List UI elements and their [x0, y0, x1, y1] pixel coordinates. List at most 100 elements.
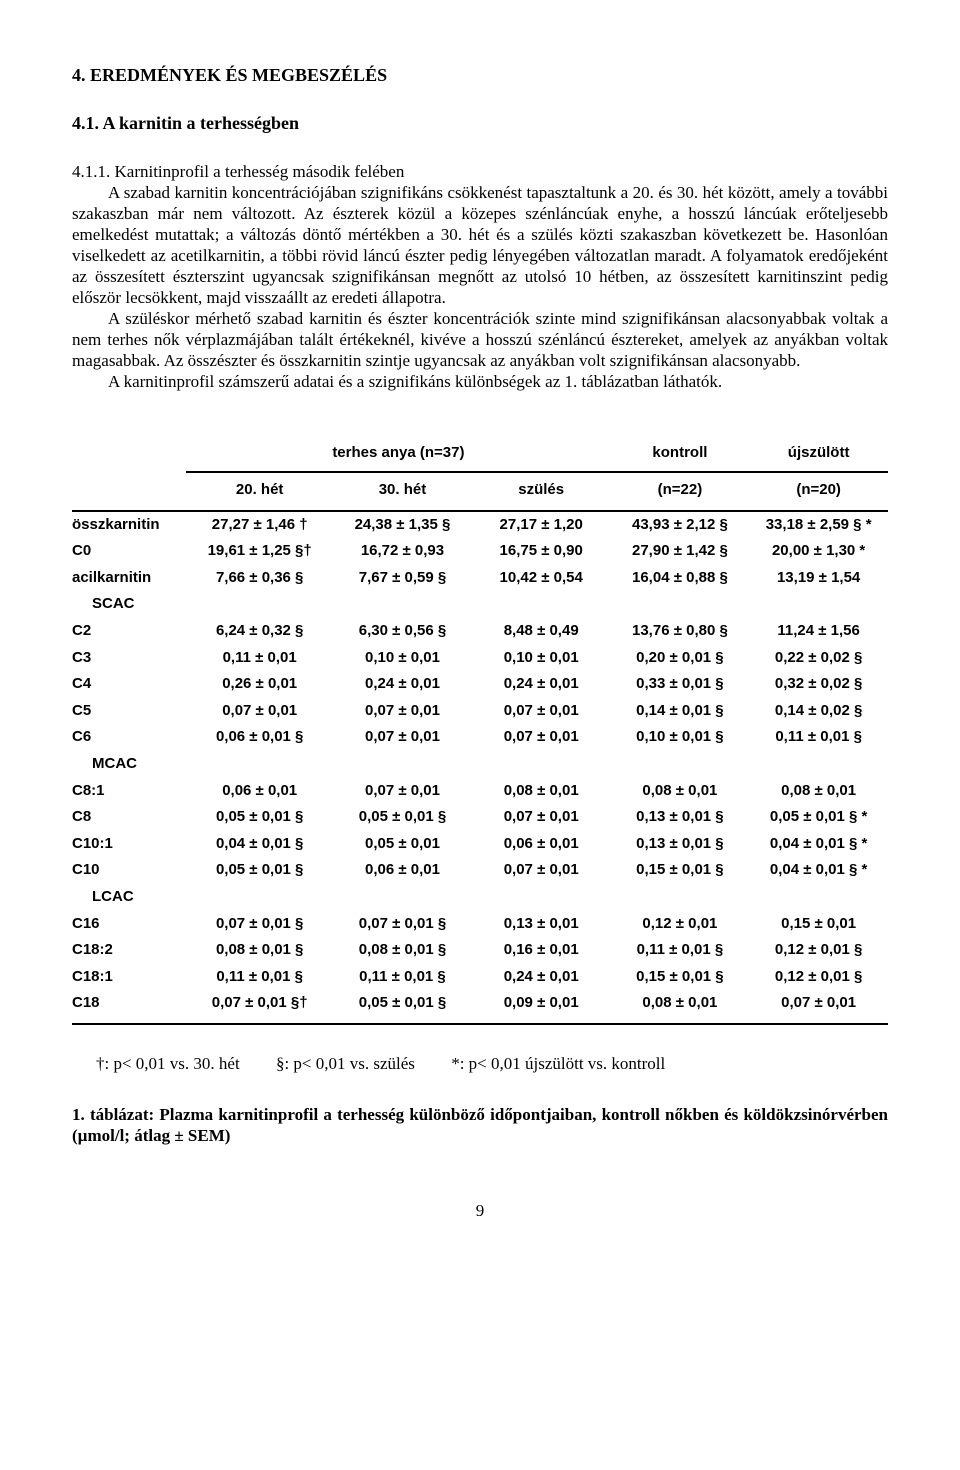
table-cell: 0,09 ± 0,01 [472, 990, 611, 1024]
table-row: MCAC [72, 751, 888, 778]
table-cell: 0,08 ± 0,01 § [333, 937, 472, 964]
table-caption: 1. táblázat: Plazma karnitinprofil a ter… [72, 1104, 888, 1146]
table-cell: 0,24 ± 0,01 [472, 671, 611, 698]
table-cell: 0,11 ± 0,01 [186, 645, 333, 672]
table-cell: 10,42 ± 0,54 [472, 565, 611, 592]
table-cell [333, 751, 472, 778]
row-label: C10:1 [72, 831, 186, 858]
table-cell: 43,93 ± 2,12 § [611, 511, 750, 539]
table-cell [749, 591, 888, 618]
table-cell: 8,48 ± 0,49 [472, 618, 611, 645]
row-label: LCAC [72, 884, 186, 911]
table-cell: 0,11 ± 0,01 § [611, 937, 750, 964]
table-cell: 0,08 ± 0,01 § [186, 937, 333, 964]
table-row: C10:10,04 ± 0,01 §0,05 ± 0,010,06 ± 0,01… [72, 831, 888, 858]
table-cell: 0,14 ± 0,01 § [611, 698, 750, 725]
table-cell: 0,22 ± 0,02 § [749, 645, 888, 672]
table-cell: 0,10 ± 0,01 § [611, 724, 750, 751]
table-cell: 0,04 ± 0,01 § * [749, 831, 888, 858]
table-cell: 11,24 ± 1,56 [749, 618, 888, 645]
row-label: C16 [72, 911, 186, 938]
table-cell: 0,10 ± 0,01 [472, 645, 611, 672]
table-cell: 0,05 ± 0,01 [333, 831, 472, 858]
table-cell: 13,76 ± 0,80 § [611, 618, 750, 645]
paragraph-3: A karnitinprofil számszerű adatai és a s… [72, 371, 888, 392]
subsection-heading: 4.1. A karnitin a terhességben [72, 112, 888, 134]
table-row: C100,05 ± 0,01 §0,06 ± 0,010,07 ± 0,010,… [72, 857, 888, 884]
table-row: C26,24 ± 0,32 §6,30 ± 0,56 §8,48 ± 0,491… [72, 618, 888, 645]
table-header-group-newborn: újszülött [749, 434, 888, 472]
footnote-1: †: p< 0,01 vs. 30. hét [96, 1054, 240, 1073]
table-cell: 0,06 ± 0,01 [333, 857, 472, 884]
table-cell: 20,00 ± 1,30 * [749, 538, 888, 565]
table-row: C8:10,06 ± 0,010,07 ± 0,010,08 ± 0,010,0… [72, 778, 888, 805]
table-cell: 19,61 ± 1,25 §† [186, 538, 333, 565]
table-cell: 0,04 ± 0,01 § [186, 831, 333, 858]
table-row: acilkarnitin7,66 ± 0,36 §7,67 ± 0,59 §10… [72, 565, 888, 592]
table-cell: 0,16 ± 0,01 [472, 937, 611, 964]
table-row: C18:10,11 ± 0,01 §0,11 ± 0,01 §0,24 ± 0,… [72, 964, 888, 991]
table-cell [333, 884, 472, 911]
subsubsection-code: 4.1.1. Karnitinprofil a terhesség másodi… [72, 162, 404, 181]
table-cell: 0,07 ± 0,01 [333, 724, 472, 751]
table-cell: 24,38 ± 1,35 § [333, 511, 472, 539]
table-row: C80,05 ± 0,01 §0,05 ± 0,01 §0,07 ± 0,010… [72, 804, 888, 831]
table-subheader-col2: 30. hét [333, 472, 472, 511]
body-text: 4.1.1. Karnitinprofil a terhesség másodi… [72, 161, 888, 393]
table-header-blank [72, 434, 186, 472]
page-number: 9 [72, 1200, 888, 1221]
table-cell: 0,11 ± 0,01 § [749, 724, 888, 751]
table-body: összkarnitin27,27 ± 1,46 †24,38 ± 1,35 §… [72, 511, 888, 1024]
table-cell [186, 591, 333, 618]
table-cell [472, 751, 611, 778]
section-heading: 4. EREDMÉNYEK ÉS MEGBESZÉLÉS [72, 64, 888, 86]
table-cell: 0,08 ± 0,01 [749, 778, 888, 805]
row-label: C8:1 [72, 778, 186, 805]
table-cell: 27,17 ± 1,20 [472, 511, 611, 539]
table-cell: 0,07 ± 0,01 [186, 698, 333, 725]
table-cell: 0,07 ± 0,01 [333, 698, 472, 725]
table-cell: 16,72 ± 0,93 [333, 538, 472, 565]
row-label: MCAC [72, 751, 186, 778]
row-label: C4 [72, 671, 186, 698]
table-cell [611, 591, 750, 618]
table-cell: 0,12 ± 0,01 § [749, 964, 888, 991]
row-label: acilkarnitin [72, 565, 186, 592]
row-label: C2 [72, 618, 186, 645]
table-cell: 0,07 ± 0,01 [472, 698, 611, 725]
table-cell: 0,12 ± 0,01 § [749, 937, 888, 964]
table-cell: 0,12 ± 0,01 [611, 911, 750, 938]
table-cell: 16,75 ± 0,90 [472, 538, 611, 565]
table-cell: 0,08 ± 0,01 [611, 778, 750, 805]
table-subheader-blank [72, 472, 186, 511]
row-label: C0 [72, 538, 186, 565]
row-label: összkarnitin [72, 511, 186, 539]
table-cell [333, 591, 472, 618]
row-label: C5 [72, 698, 186, 725]
table-cell: 0,06 ± 0,01 [472, 831, 611, 858]
table-cell: 0,05 ± 0,01 § [186, 857, 333, 884]
row-label: C10 [72, 857, 186, 884]
table-cell: 0,08 ± 0,01 [472, 778, 611, 805]
table-row: C180,07 ± 0,01 §†0,05 ± 0,01 §0,09 ± 0,0… [72, 990, 888, 1024]
table-cell: 7,67 ± 0,59 § [333, 565, 472, 592]
table-cell: 27,27 ± 1,46 † [186, 511, 333, 539]
table-cell: 0,07 ± 0,01 [472, 857, 611, 884]
table-cell: 0,15 ± 0,01 § [611, 964, 750, 991]
table-cell: 0,13 ± 0,01 § [611, 804, 750, 831]
table-cell [472, 591, 611, 618]
table-cell: 0,24 ± 0,01 [472, 964, 611, 991]
table-cell: 0,05 ± 0,01 § * [749, 804, 888, 831]
row-label: C6 [72, 724, 186, 751]
table-cell: 0,07 ± 0,01 § [186, 911, 333, 938]
table-cell: 0,08 ± 0,01 [611, 990, 750, 1024]
table-cell: 0,05 ± 0,01 § [186, 804, 333, 831]
table-row: összkarnitin27,27 ± 1,46 †24,38 ± 1,35 §… [72, 511, 888, 539]
table-sub-header-row: 20. hét 30. hét szülés (n=22) (n=20) [72, 472, 888, 511]
table-cell: 0,14 ± 0,02 § [749, 698, 888, 725]
footnote-2: §: p< 0,01 vs. szülés [276, 1054, 415, 1073]
paragraph-1: A szabad karnitin koncentrációjában szig… [72, 182, 888, 308]
table-footnotes: †: p< 0,01 vs. 30. hét §: p< 0,01 vs. sz… [96, 1053, 888, 1074]
table-cell: 0,06 ± 0,01 § [186, 724, 333, 751]
table-cell [472, 884, 611, 911]
